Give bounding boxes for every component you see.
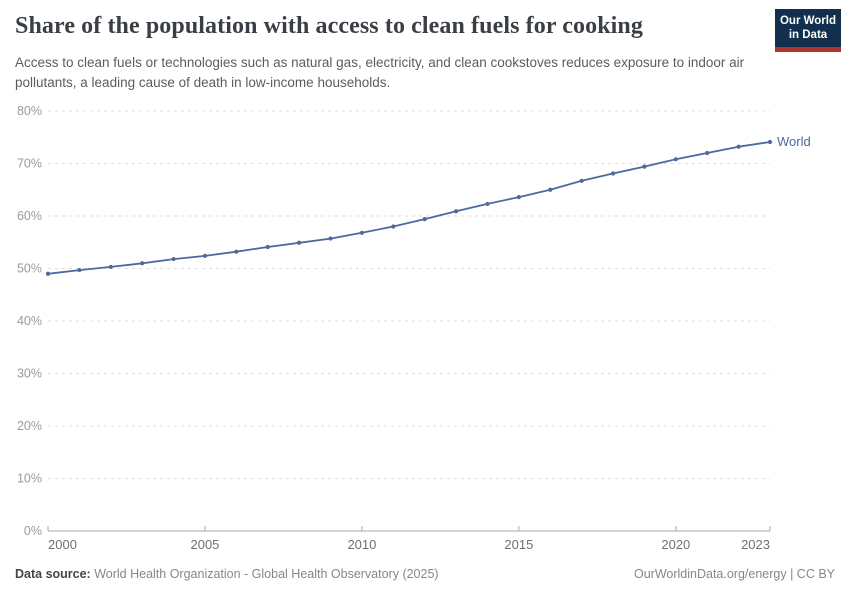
data-source-text: World Health Organization - Global Healt… (90, 567, 439, 581)
data-point-2020[interactable] (673, 157, 678, 162)
x-axis-label-2020: 2020 (661, 537, 690, 552)
y-axis-label-60: 60% (17, 209, 42, 223)
data-source-label: Data source: (15, 567, 91, 581)
chart-canvas: 0% 10% 20% 30% 40% 50% 60% 70% 80% 2000 2005 2010 20… (17, 104, 811, 552)
data-point-2014[interactable] (485, 201, 490, 207)
data-point-2008[interactable] (297, 240, 302, 245)
data-point-2000[interactable] (45, 271, 51, 276)
data-point-2003[interactable] (140, 261, 145, 266)
series-line-world[interactable] (47, 141, 771, 275)
data-point-2021[interactable] (705, 150, 710, 156)
series-end-label-world[interactable]: World (777, 134, 811, 149)
data-point-2004[interactable] (171, 256, 176, 262)
data-point-2006[interactable] (234, 249, 239, 254)
chart-subtitle: Access to clean fuels or technologies su… (15, 55, 745, 90)
data-point-2010[interactable] (359, 230, 365, 235)
data-point-2015[interactable] (516, 195, 521, 200)
data-point-2018[interactable] (610, 171, 616, 176)
x-axis-label-2010: 2010 (347, 537, 376, 552)
chart-footer: Data source: World Health Organization -… (15, 567, 835, 581)
data-point-2023[interactable] (767, 139, 773, 145)
owid-logo-red-bar (775, 46, 841, 52)
y-axis-label-80: 80% (17, 104, 42, 118)
data-point-2005[interactable] (202, 253, 208, 258)
data-point-2001[interactable] (77, 267, 82, 273)
x-axis-label-2000: 2000 (48, 537, 77, 552)
page-title: Share of the population with access to c… (15, 13, 643, 39)
data-point-2016[interactable] (548, 187, 553, 192)
x-axis-label-2005: 2005 (190, 537, 219, 552)
data-point-2022[interactable] (736, 144, 741, 149)
y-axis-label-50: 50% (17, 262, 42, 276)
data-source-note: Data source: World Health Organization -… (15, 567, 439, 581)
y-axis-label-0: 0% (24, 524, 42, 538)
data-point-2007[interactable] (265, 244, 270, 250)
data-point-2013[interactable] (453, 209, 459, 214)
data-point-2019[interactable] (642, 164, 647, 169)
data-point-2012[interactable] (422, 217, 427, 222)
y-axis-label-30: 30% (17, 367, 42, 381)
x-axis-label-2023: 2023 (741, 537, 770, 552)
y-axis-label-40: 40% (17, 314, 42, 328)
y-axis-label-20: 20% (17, 419, 42, 433)
x-axis-label-2015: 2015 (504, 537, 533, 552)
data-point-2002[interactable] (108, 264, 113, 270)
license-credit[interactable]: OurWorldinData.org/energy | CC BY (633, 567, 835, 581)
owid-logo-text: Our World in Data (775, 9, 841, 47)
owid-logo[interactable]: Our World in Data (775, 9, 841, 52)
data-point-2017[interactable] (579, 178, 584, 183)
y-axis-label-70: 70% (17, 157, 42, 171)
data-point-2009[interactable] (328, 236, 333, 241)
y-axis-label-10: 10% (17, 472, 42, 486)
data-point-2011[interactable] (391, 224, 396, 229)
